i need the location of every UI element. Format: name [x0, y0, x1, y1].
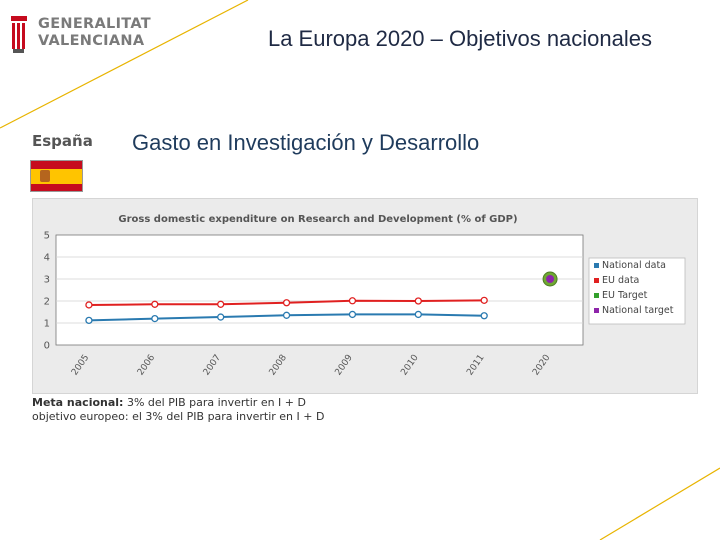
y-tick-label: 1: [44, 319, 50, 330]
legend-label-eu_target: EU Target: [602, 290, 648, 301]
data-point-eu_data: [85, 301, 93, 309]
slide-subtitle: Gasto en Investigación y Desarrollo: [132, 130, 480, 155]
national-goal-text: 3% del PIB para invertir en I + D: [123, 396, 306, 409]
legend-swatch-national: [594, 263, 599, 268]
data-point-eu_data: [480, 296, 488, 304]
coat-of-arms-icon: [11, 16, 27, 53]
legend-label-national_target: National target: [602, 305, 674, 316]
x-tick-label: 2010: [399, 353, 420, 378]
national-goal-label: Meta nacional:: [32, 396, 124, 409]
data-point-national: [217, 313, 225, 321]
data-point-eu_data: [348, 297, 357, 305]
data-point-national: [151, 314, 159, 323]
legend-label-eu_data: EU data: [602, 275, 639, 286]
x-tick-label: 2020: [531, 353, 552, 378]
data-point-national: [414, 310, 422, 319]
spain-flag-icon: [30, 160, 83, 192]
data-point-national_target: [546, 275, 555, 283]
logo-wordmark: GENERALITAT VALENCIANA: [38, 16, 151, 50]
x-tick-label: 2009: [334, 353, 355, 378]
country-label: España: [32, 132, 93, 150]
x-tick-label: 2007: [202, 353, 223, 377]
legend-swatch-eu_target: [594, 293, 599, 298]
rd-expenditure-chart: Gross domestic expenditure on Research a…: [44, 214, 686, 378]
data-point-eu_data: [151, 300, 159, 308]
legend-swatch-eu_data: [594, 278, 599, 283]
data-point-eu_data: [414, 297, 422, 305]
generalitat-logo: GENERALITAT VALENCIANA: [8, 14, 151, 64]
x-tick-label: 2008: [268, 353, 289, 378]
legend-swatch-national_target: [594, 308, 599, 313]
logo-line-1: GENERALITAT: [38, 16, 151, 32]
data-point-eu_data: [282, 299, 291, 307]
y-tick-label: 3: [44, 275, 50, 286]
slide-title: La Europa 2020 – Objetivos nacionales: [267, 26, 653, 51]
data-point-national: [480, 312, 488, 320]
plot-area: [55, 234, 584, 346]
x-tick-label: 2006: [136, 353, 157, 378]
x-tick-label: 2011: [465, 353, 486, 377]
data-point-national: [282, 311, 291, 319]
data-point-national: [85, 316, 93, 325]
european-goal-note: objetivo europeo: el 3% del PIB para inv…: [32, 410, 325, 423]
x-tick-label: 2005: [70, 353, 91, 377]
legend-label-national: National data: [602, 260, 666, 271]
logo-line-2: VALENCIANA: [38, 33, 145, 49]
chart-title: Gross domestic expenditure on Research a…: [118, 214, 517, 225]
data-point-national: [348, 310, 357, 319]
y-tick-label: 2: [44, 297, 50, 308]
national-goal-note: Meta nacional: 3% del PIB para invertir …: [32, 396, 324, 410]
y-tick-label: 4: [44, 253, 50, 264]
notes: Meta nacional: 3% del PIB para invertir …: [32, 396, 324, 424]
y-tick-label: 5: [44, 231, 50, 242]
legend-box: [588, 257, 686, 325]
y-tick-label: 0: [44, 341, 50, 352]
data-point-eu_data: [217, 300, 225, 308]
